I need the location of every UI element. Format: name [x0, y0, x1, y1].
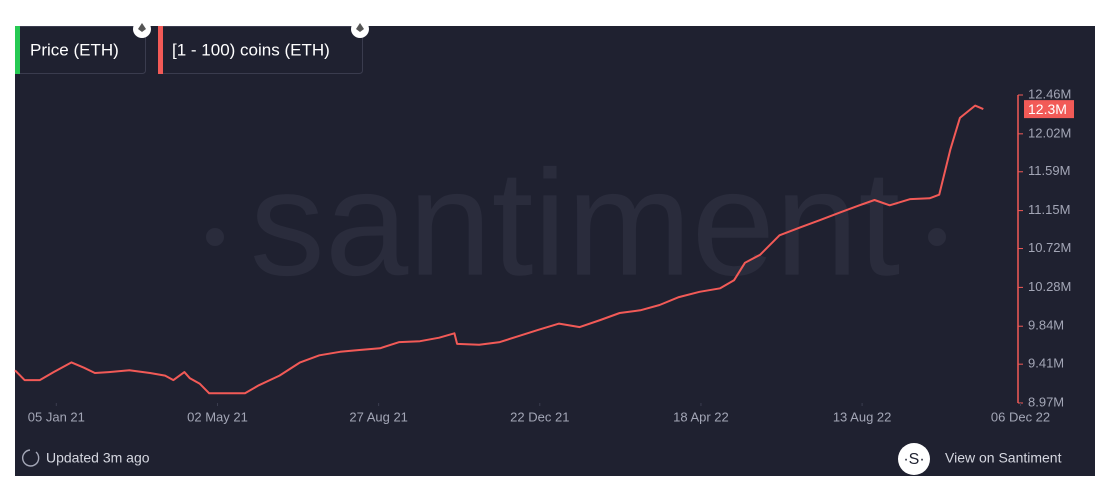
watermark-dot: [928, 228, 946, 246]
refresh-icon: [21, 449, 40, 467]
santiment-logo-mark: ·S·: [903, 451, 924, 468]
legend-label: [1 - 100) coins (ETH): [172, 40, 330, 59]
eth-icon: [356, 23, 364, 32]
y-tick-label: 11.15M: [1028, 202, 1070, 217]
legend-swatch: [158, 26, 163, 74]
y-tick-label: 10.72M: [1028, 240, 1071, 255]
x-tick-label: 06 Dec 22: [991, 409, 1050, 424]
panel: [15, 26, 1095, 476]
y-tick-label: 9.84M: [1028, 318, 1064, 333]
y-tick-label: 10.28M: [1028, 279, 1071, 294]
x-tick-label: 22 Dec 21: [510, 409, 569, 424]
y-tick-label: 12.02M: [1028, 125, 1071, 140]
legend: Price (ETH) [1 - 100) coins (ETH): [15, 20, 369, 74]
value-tag-label: 12.3M: [1028, 101, 1067, 117]
eth-icon: [138, 23, 146, 32]
x-tick-label: 02 May 21: [187, 409, 248, 424]
updated-text: Updated 3m ago: [46, 450, 150, 466]
y-tick-label: 9.41M: [1028, 356, 1064, 371]
legend-label: Price (ETH): [30, 40, 119, 59]
legend-swatch: [15, 26, 20, 74]
x-tick-label: 05 Jan 21: [28, 409, 85, 424]
series-line: [14, 104, 984, 395]
x-tick-label: 27 Aug 21: [349, 409, 408, 424]
x-tick-label: 18 Apr 22: [673, 409, 729, 424]
y-tick-label: 8.97M: [1028, 394, 1064, 409]
watermark: santiment: [250, 139, 900, 307]
x-tick-label: 13 Aug 22: [833, 409, 892, 424]
watermark-dot: [206, 228, 224, 246]
santiment-logo[interactable]: [898, 443, 930, 475]
y-tick-label: 11.59M: [1028, 163, 1070, 178]
view-link[interactable]: View on Santiment: [945, 450, 1062, 466]
value-tag: [1024, 100, 1074, 119]
y-tick-label: 12.46M: [1028, 86, 1071, 101]
